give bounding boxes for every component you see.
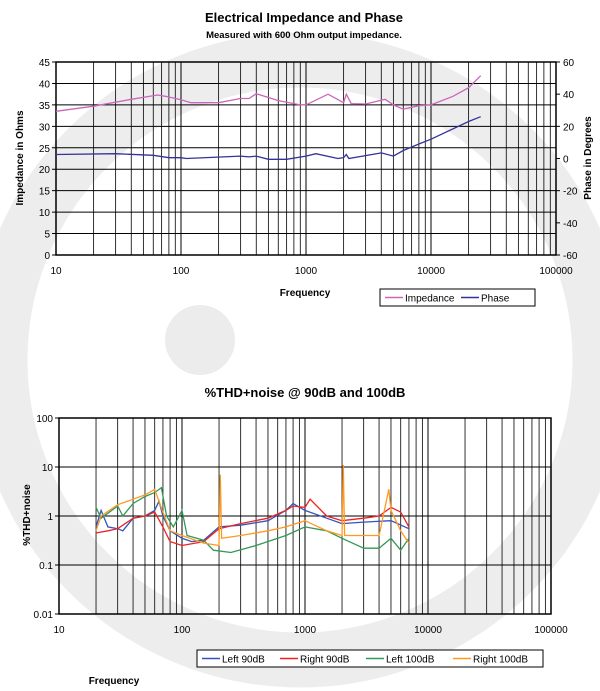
y-tick-label: 30	[39, 122, 51, 133]
y-tick-label: 15	[39, 187, 51, 198]
x-tick-label: 10	[53, 625, 65, 636]
y-tick-label: 45	[39, 58, 51, 69]
y2-tick-label: 60	[563, 58, 575, 69]
legend-label: Right 90dB	[300, 655, 350, 666]
y-tick-label: 35	[39, 101, 51, 112]
plot-frame	[58, 417, 552, 615]
y-tick-label: 5	[44, 230, 50, 241]
x-tick-label: 1000	[294, 625, 317, 636]
x-axis-label: Frequency	[89, 676, 140, 687]
y-tick-label: 0.01	[34, 610, 54, 621]
y-axis-label: Impedance in Ohms	[15, 110, 26, 205]
series-line-phase	[55, 116, 481, 160]
legend-label: Impedance	[405, 294, 455, 305]
y-tick-label: 0	[44, 251, 50, 262]
series-line-left-100db	[95, 486, 410, 554]
series-line-right-100db	[95, 464, 410, 547]
series-line-left-90db	[95, 499, 410, 543]
x-axis-label: Frequency	[280, 288, 331, 299]
y-tick-label: 1	[47, 512, 53, 523]
x-tick-label: 10	[50, 266, 62, 277]
x-tick-label: 100000	[534, 625, 568, 636]
legend-label: Right 100dB	[473, 655, 528, 666]
x-tick-label: 100	[174, 625, 191, 636]
y-tick-label: 20	[39, 165, 51, 176]
y-axis-label: %THD+noise	[22, 484, 33, 546]
x-tick-label: 100000	[539, 266, 573, 277]
legend	[379, 288, 536, 307]
y-tick-label: 10	[39, 208, 51, 219]
x-tick-label: 10000	[417, 266, 445, 277]
impedance-phase-chart: Electrical Impedance and Phase Measured …	[15, 10, 594, 307]
plot-frame	[55, 61, 557, 256]
chart-subtitle: Measured with 600 Ohm output impedance.	[206, 30, 402, 41]
legend-label: Phase	[481, 294, 510, 305]
y2-tick-label: 0	[563, 155, 569, 166]
y2-tick-label: -60	[563, 251, 578, 262]
y-tick-label: 100	[36, 414, 53, 425]
y2-axis-label: Phase in Degrees	[583, 116, 594, 200]
series-line-impedance	[55, 75, 482, 112]
legend-label: Left 90dB	[222, 655, 265, 666]
x-tick-label: 100	[173, 266, 190, 277]
y2-tick-label: -20	[563, 187, 578, 198]
y-tick-label: 25	[39, 144, 51, 155]
y2-tick-label: 20	[563, 122, 575, 133]
x-tick-label: 10000	[414, 625, 442, 636]
y2-tick-label: 40	[563, 90, 575, 101]
thd-chart: %THD+noise @ 90dB and 100dB Frequency %T…	[22, 385, 568, 687]
x-tick-label: 1000	[295, 266, 318, 277]
y-tick-label: 40	[39, 79, 51, 90]
y2-tick-label: -40	[563, 219, 578, 230]
series-line-right-90db	[95, 498, 410, 547]
y-tick-label: 10	[42, 463, 54, 474]
chart-title: Electrical Impedance and Phase	[205, 10, 403, 25]
y-tick-label: 0.1	[39, 561, 53, 572]
chart-title: %THD+noise @ 90dB and 100dB	[205, 385, 406, 400]
legend-label: Left 100dB	[386, 655, 435, 666]
